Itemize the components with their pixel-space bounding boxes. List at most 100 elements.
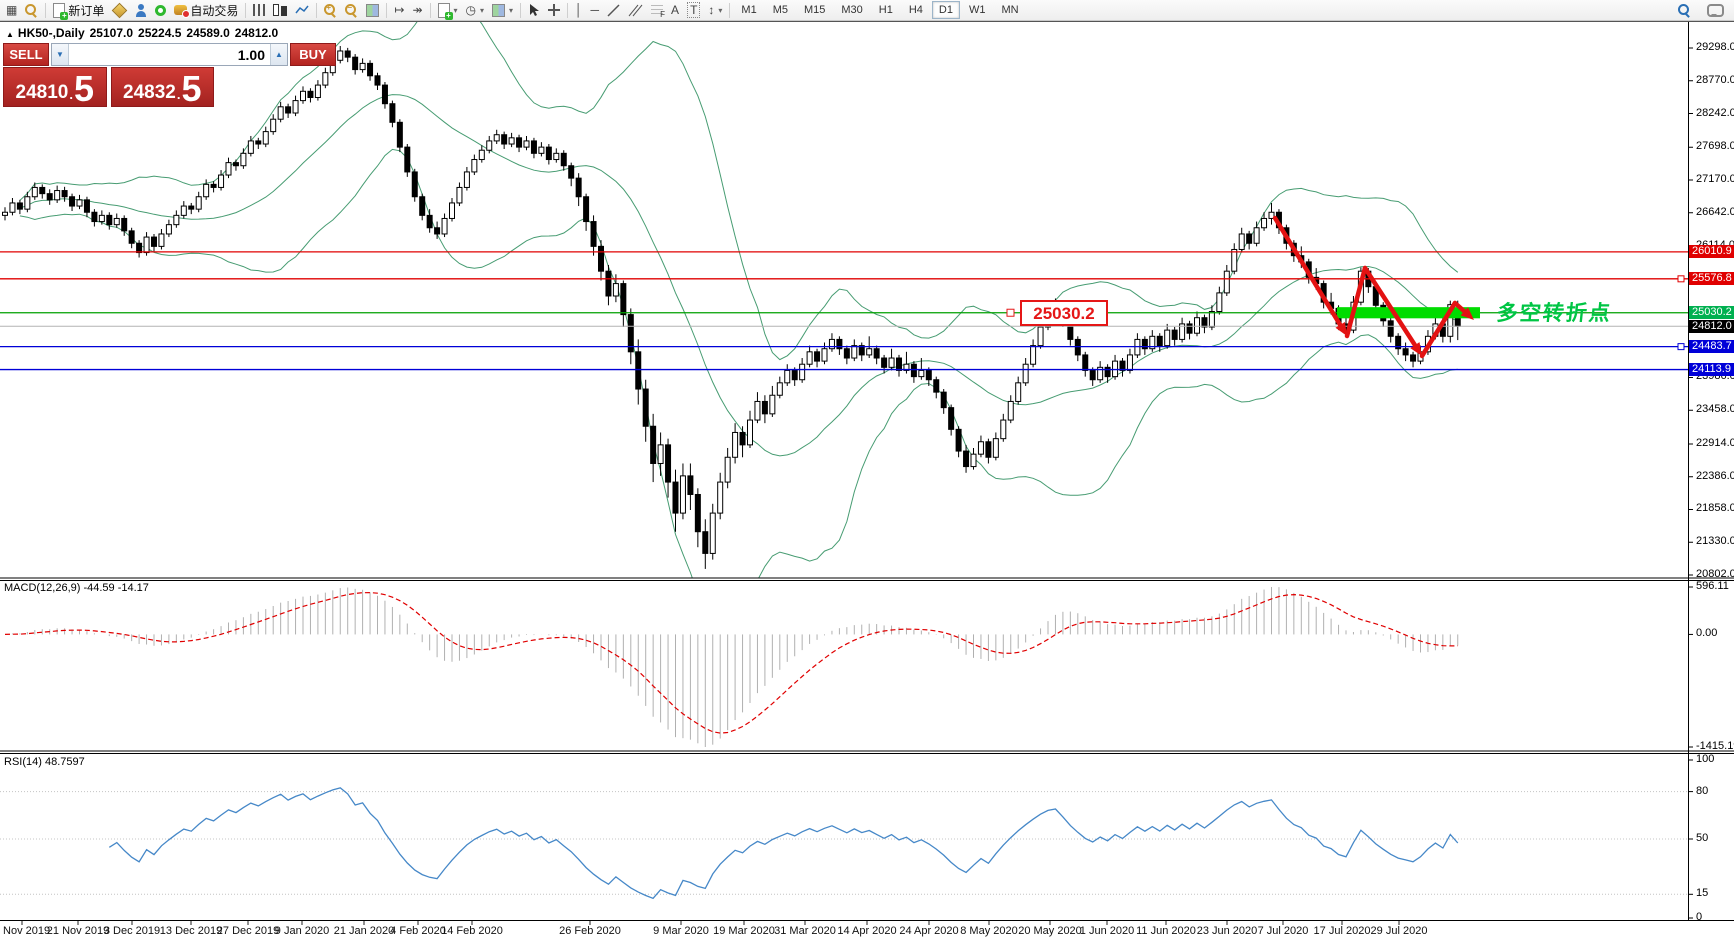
time-axis-label: 9 Mar 2020	[653, 925, 709, 937]
time-axis-label: 1 Nov 2019	[0, 925, 51, 937]
chart-symbol-period: HK50-,Daily	[17, 26, 85, 40]
price-axis-tick: 23458.0	[1696, 403, 1734, 416]
one-click-trading-panel: SELL ▼ ▲ BUY 24810.5 24832.5	[3, 43, 336, 107]
period-clock-icon[interactable]: ◷ ▾	[462, 1, 489, 20]
timeframe-mn[interactable]: MN	[1001, 4, 1019, 16]
fibonacci-tool[interactable]: F	[647, 1, 667, 20]
timeframe-w1[interactable]: W1	[968, 4, 986, 16]
text-label-tool[interactable]: T	[683, 1, 704, 20]
rsi-axis-tick: 80	[1696, 784, 1709, 797]
volume-increase-button[interactable]: ▲	[270, 44, 287, 65]
trendline-tool[interactable]	[603, 1, 624, 20]
rsi-axis-tick: 100	[1696, 753, 1715, 765]
ohlc-open: 25107.0	[89, 26, 134, 40]
timeframe-m1[interactable]: M1	[741, 4, 757, 16]
buy-price-display[interactable]: 24832. 5	[110, 67, 214, 107]
sell-price-point: .	[69, 86, 73, 102]
zoom-out-icon[interactable]: −	[341, 1, 362, 20]
turning-point-annotation[interactable]: 多空转折点	[1495, 302, 1614, 325]
chat-button[interactable]	[1703, 1, 1728, 20]
expert-advisors-icon[interactable]	[131, 1, 151, 20]
sell-price-display[interactable]: 24810. 5	[3, 67, 107, 107]
vertical-line-tool: │	[575, 3, 583, 17]
period-clock-icon-dropdown-icon[interactable]: ▾	[480, 5, 485, 15]
price-axis-tick: 22386.0	[1696, 469, 1734, 482]
new-chart-button-dropdown-icon[interactable]: ▾	[453, 5, 458, 15]
ohlc-low: 24589.0	[186, 26, 230, 40]
time-axis-label: 31 Mar 2020	[774, 925, 836, 937]
toolbar-right-icons	[1674, 0, 1728, 21]
price-line-label: 24483.7	[1689, 340, 1734, 354]
chart-profile-icon[interactable]: ▾	[488, 1, 517, 20]
price-callout-box[interactable]: 25030.2	[1020, 300, 1108, 326]
price-axis-tick: 28770.0	[1696, 73, 1734, 86]
data-window-icon[interactable]	[21, 1, 42, 20]
horizontal-line-tool[interactable]: ─	[587, 1, 604, 20]
macd-axis-tick: -1415.19	[1696, 740, 1734, 752]
buy-button[interactable]: BUY	[290, 43, 336, 66]
timeframe-h4[interactable]: H4	[908, 4, 923, 16]
market-watch-icon: ▦	[6, 3, 18, 17]
time-axis-label: 4 Feb 2020	[390, 925, 446, 937]
time-axis-label: 8 May 2020	[960, 925, 1018, 937]
cursor-tool[interactable]	[524, 1, 544, 20]
indicators-icon[interactable]	[108, 1, 131, 20]
time-axis-label: 13 Dec 2019	[159, 925, 223, 937]
text-tool[interactable]: A	[667, 1, 683, 20]
price-axis-tick: 29298.0	[1696, 41, 1734, 53]
fibonacci-tool: F	[651, 4, 665, 19]
market-watch-icon[interactable]: ▦	[2, 1, 21, 20]
price-axis-tick: 27170.0	[1696, 172, 1734, 185]
rsi-axis-tick: 15	[1696, 887, 1709, 900]
search-button[interactable]	[1674, 1, 1695, 20]
new-order-button-icon: +	[53, 2, 69, 20]
timeframe-h1[interactable]: H1	[878, 4, 893, 16]
price-axis-tick: 26642.0	[1696, 205, 1734, 218]
volume-input[interactable]	[69, 44, 270, 65]
new-order-button[interactable]: + 新订单	[49, 1, 108, 20]
ohlc-close: 24812.0	[234, 26, 279, 40]
channel-tool[interactable]	[624, 1, 647, 20]
rsi-axis-tick: 50	[1696, 832, 1709, 844]
candlestick-chart-icon[interactable]	[269, 1, 291, 20]
timeframe-m30[interactable]: M30	[841, 4, 863, 16]
chart-title-bar: ▲ HK50-,Daily 25107.0 25224.5 24589.0 24812.0	[6, 26, 283, 40]
macd-axis-tick: 596.11	[1696, 580, 1729, 592]
arrows-tool[interactable]: ↕ ▾	[704, 1, 726, 20]
price-axis-tick: 28242.0	[1696, 106, 1734, 119]
macd-indicator-label: MACD(12,26,9) -44.59 -14.17	[4, 582, 149, 594]
tile-windows-icon[interactable]	[362, 1, 383, 20]
timeframe-m15[interactable]: M15	[803, 4, 826, 16]
bar-chart-icon[interactable]	[249, 1, 269, 20]
zoom-out-icon: −	[345, 3, 358, 18]
chart-expand-icon[interactable]: ▲	[6, 30, 14, 39]
timeframe-m5[interactable]: M5	[772, 4, 788, 16]
line-chart-icon[interactable]	[291, 1, 313, 20]
volume-control: ▼ ▲	[51, 43, 288, 66]
crosshair-tool[interactable]	[544, 1, 564, 20]
auto-scroll-icon[interactable]: ↠	[408, 1, 426, 20]
time-axis-label: 21 Nov 2019	[46, 925, 110, 937]
timeframe-d1[interactable]: D1	[931, 1, 960, 19]
signals-icon[interactable]	[151, 1, 170, 20]
autotrading-button[interactable]: 自动交易	[170, 1, 242, 20]
zoom-in-icon[interactable]: +	[320, 1, 341, 20]
price-axis-tick: 22914.0	[1696, 436, 1734, 449]
chart-profile-icon-dropdown-icon[interactable]: ▾	[509, 5, 514, 15]
vertical-line-tool[interactable]: │	[571, 1, 587, 20]
signals-icon	[155, 4, 167, 16]
sell-button[interactable]: SELL	[3, 43, 49, 66]
text-tool: A	[671, 3, 680, 17]
main-toolbar: ▦ + 新订单 自动交易 + − ↦ ↠ + ▾ ◷ ▾ ▾ │ ─ F A T ↕ ▾ M1 M5 M15 M30 H1 H4 D…	[0, 0, 1734, 21]
time-axis-label: 9 Jan 2020	[274, 925, 330, 937]
chart-shift-icon[interactable]: ↦	[390, 1, 408, 20]
new-chart-button[interactable]: + ▾	[434, 1, 462, 20]
new-order-button-label: 新订单	[68, 3, 105, 18]
new-chart-button-icon: +	[437, 2, 453, 20]
ohlc-high: 25224.5	[138, 26, 182, 40]
arrows-tool-dropdown-icon[interactable]: ▾	[718, 5, 723, 15]
volume-decrease-button[interactable]: ▼	[52, 44, 69, 65]
toolbar-separator	[429, 2, 431, 18]
